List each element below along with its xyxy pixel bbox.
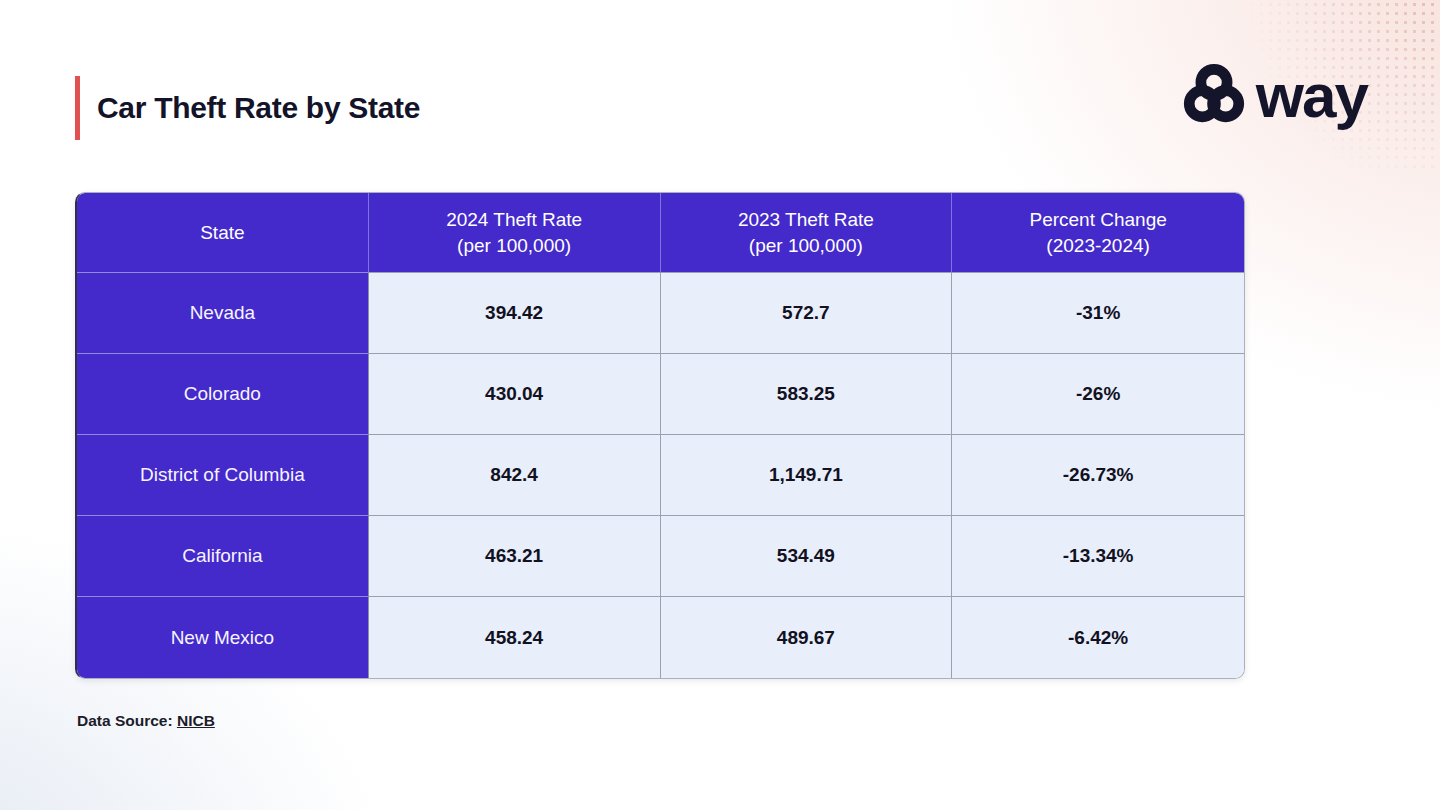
data-source: Data Source: NICB: [77, 712, 215, 730]
rate-2023-cell: 583.25: [661, 354, 953, 435]
state-cell: Nevada: [77, 273, 369, 354]
percent-change-cell: -31%: [952, 273, 1244, 354]
rate-2024-cell: 842.4: [369, 435, 661, 516]
rate-2023-cell: 534.49: [661, 516, 953, 597]
state-cell: District of Columbia: [77, 435, 369, 516]
percent-change-cell: -13.34%: [952, 516, 1244, 597]
rate-2023-cell: 489.67: [661, 597, 953, 678]
title-block: Car Theft Rate by State: [75, 76, 420, 140]
header-rate-2024-line2: (per 100,000): [457, 233, 571, 259]
header-percent-change: Percent Change(2023-2024): [952, 193, 1244, 273]
header-rate-2024-line1: 2024 Theft Rate: [446, 207, 582, 233]
brand-name: way: [1256, 65, 1367, 127]
state-cell: Colorado: [77, 354, 369, 435]
rate-2023-cell: 1,149.71: [661, 435, 953, 516]
state-cell: New Mexico: [77, 597, 369, 678]
rate-2023-cell: 572.7: [661, 273, 953, 354]
state-cell: California: [77, 516, 369, 597]
rate-2024-cell: 463.21: [369, 516, 661, 597]
percent-change-cell: -26%: [952, 354, 1244, 435]
knot-icon: [1180, 62, 1248, 130]
header-rate-2023-line2: (per 100,000): [749, 233, 863, 259]
rate-2024-cell: 430.04: [369, 354, 661, 435]
header-state: State: [77, 193, 369, 273]
page-title: Car Theft Rate by State: [97, 91, 420, 125]
data-source-label: Data Source:: [77, 712, 173, 729]
way-logo: way: [1180, 62, 1367, 130]
header-state-line1: State: [200, 220, 244, 246]
theft-rate-table: State 2024 Theft Rate(per 100,000) 2023 …: [75, 192, 1245, 679]
data-source-link[interactable]: NICB: [177, 712, 215, 729]
percent-change-cell: -26.73%: [952, 435, 1244, 516]
rate-2024-cell: 458.24: [369, 597, 661, 678]
header-percent-change-line2: (2023-2024): [1046, 233, 1150, 259]
title-accent-bar: [75, 76, 80, 140]
percent-change-cell: -6.42%: [952, 597, 1244, 678]
rate-2024-cell: 394.42: [369, 273, 661, 354]
header-rate-2024: 2024 Theft Rate(per 100,000): [369, 193, 661, 273]
header-rate-2023-line1: 2023 Theft Rate: [738, 207, 874, 233]
header-percent-change-line1: Percent Change: [1029, 207, 1166, 233]
header-rate-2023: 2023 Theft Rate(per 100,000): [661, 193, 953, 273]
